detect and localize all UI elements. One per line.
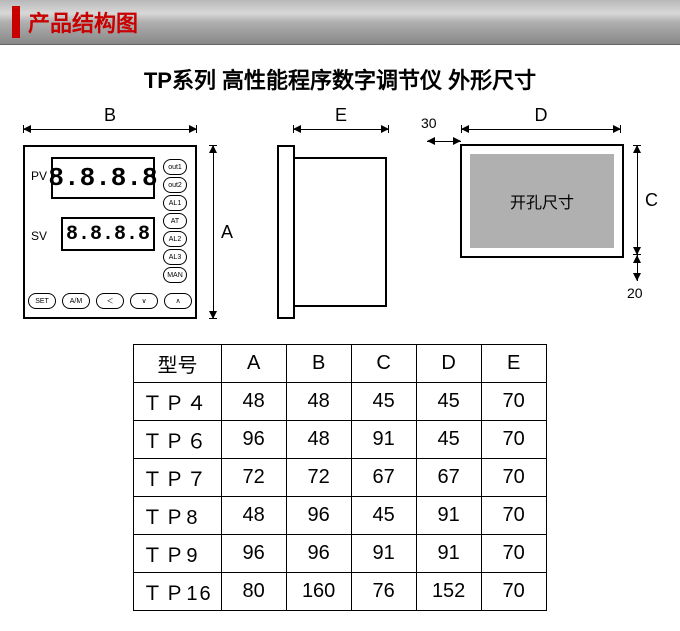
sv-digits: 8.8.8.8	[66, 223, 150, 246]
side-body	[293, 157, 387, 307]
pv-display: 8.8.8.8	[51, 157, 155, 199]
table-row: ＴＰ84896459170	[134, 497, 546, 535]
page-title: 产品结构图	[12, 6, 138, 38]
cell-value: 91	[351, 421, 416, 459]
dimensions-table: 型号 A B C D E ＴＰ４4848454570ＴＰ６9648914570Ｔ…	[133, 344, 546, 611]
cell-model: ＴＰ9	[134, 535, 221, 573]
cutout-wrap: 30 D C 20 开孔尺寸	[427, 115, 657, 287]
cell-value: 152	[416, 573, 481, 611]
front-panel-wrap: B A PV SV 8.8.8.8 8.8.8.8 out1 out2 AL1 …	[23, 115, 237, 319]
cell-value: 91	[416, 497, 481, 535]
dim-D-label: D	[461, 105, 621, 126]
subtitle: TP系列 高性能程序数字调节仪 外形尺寸	[0, 63, 680, 95]
cell-value: 48	[286, 383, 351, 421]
dim-E: E	[293, 119, 389, 139]
cell-value: 96	[221, 421, 286, 459]
dim-B: B	[23, 119, 197, 139]
cell-value: 70	[481, 459, 546, 497]
dim-C: C	[627, 145, 647, 255]
table-row: ＴＰ４4848454570	[134, 383, 546, 421]
cell-value: 96	[286, 497, 351, 535]
cell-model: ＴＰ４	[134, 383, 221, 421]
pv-label: PV	[31, 169, 47, 183]
side-btn-at: AT	[163, 213, 187, 229]
cell-value: 96	[221, 535, 286, 573]
dim-B-label: B	[23, 105, 197, 126]
cell-value: 91	[416, 535, 481, 573]
table-row: ＴＰ７7272676770	[134, 459, 546, 497]
front-panel: PV SV 8.8.8.8 8.8.8.8 out1 out2 AL1 AT A…	[23, 145, 197, 319]
head-model: 型号	[134, 345, 221, 383]
dim-20-label: 20	[627, 285, 643, 301]
cutout-inner: 开孔尺寸	[470, 154, 614, 248]
dim-A-label: A	[221, 145, 233, 319]
cell-value: 72	[221, 459, 286, 497]
cell-model: ＴＰ16	[134, 573, 221, 611]
dim-A: A	[203, 145, 223, 319]
side-btn-al3: AL3	[163, 249, 187, 265]
cell-value: 45	[351, 383, 416, 421]
cell-value: 70	[481, 421, 546, 459]
btn-up: ∧	[164, 293, 192, 309]
head-D: D	[416, 345, 481, 383]
bottom-btns: SET A/M ＜ ∨ ∧	[25, 293, 195, 309]
dim-C-label: C	[645, 145, 658, 255]
side-btn-al2: AL2	[163, 231, 187, 247]
side-btn-man: MAN	[163, 267, 187, 283]
cell-value: 72	[286, 459, 351, 497]
btn-am: A/M	[62, 293, 90, 309]
cell-value: 96	[286, 535, 351, 573]
cell-value: 48	[221, 497, 286, 535]
head-B: B	[286, 345, 351, 383]
btn-set: SET	[28, 293, 56, 309]
pv-digits: 8.8.8.8	[48, 163, 157, 193]
head-E: E	[481, 345, 546, 383]
cell-value: 76	[351, 573, 416, 611]
table-row: ＴＰ99696919170	[134, 535, 546, 573]
cell-value: 70	[481, 535, 546, 573]
side-view	[277, 145, 387, 315]
btn-down: ∨	[130, 293, 158, 309]
side-btn-out2: out2	[163, 177, 187, 193]
cutout-text: 开孔尺寸	[510, 189, 574, 213]
side-btn-al1: AL1	[163, 195, 187, 211]
cell-value: 45	[351, 497, 416, 535]
cell-value: 70	[481, 497, 546, 535]
cell-value: 45	[416, 421, 481, 459]
side-btn-out1: out1	[163, 159, 187, 175]
cell-value: 67	[416, 459, 481, 497]
table-head-row: 型号 A B C D E	[134, 345, 546, 383]
cell-model: ＴＰ７	[134, 459, 221, 497]
diagram-area: B A PV SV 8.8.8.8 8.8.8.8 out1 out2 AL1 …	[20, 115, 660, 319]
cell-value: 70	[481, 383, 546, 421]
sv-label: SV	[31, 229, 47, 243]
cell-value: 48	[221, 383, 286, 421]
dim-30	[427, 131, 461, 151]
btn-left: ＜	[96, 293, 124, 309]
cell-value: 70	[481, 573, 546, 611]
header-bar: 产品结构图	[0, 0, 680, 45]
head-A: A	[221, 345, 286, 383]
head-C: C	[351, 345, 416, 383]
cell-model: ＴＰ8	[134, 497, 221, 535]
side-view-wrap: E	[277, 115, 387, 315]
cell-value: 48	[286, 421, 351, 459]
cell-value: 91	[351, 535, 416, 573]
table-row: ＴＰ16801607615270	[134, 573, 546, 611]
cutout-outer: 开孔尺寸	[461, 145, 623, 257]
dim-20	[627, 255, 647, 281]
dim-D: D	[461, 119, 621, 139]
cell-value: 67	[351, 459, 416, 497]
dim-E-label: E	[293, 105, 389, 126]
sv-display: 8.8.8.8	[61, 217, 155, 251]
table-row: ＴＰ６9648914570	[134, 421, 546, 459]
cell-value: 80	[221, 573, 286, 611]
cell-value: 160	[286, 573, 351, 611]
dim-30-label: 30	[421, 115, 437, 131]
cell-model: ＴＰ６	[134, 421, 221, 459]
cell-value: 45	[416, 383, 481, 421]
